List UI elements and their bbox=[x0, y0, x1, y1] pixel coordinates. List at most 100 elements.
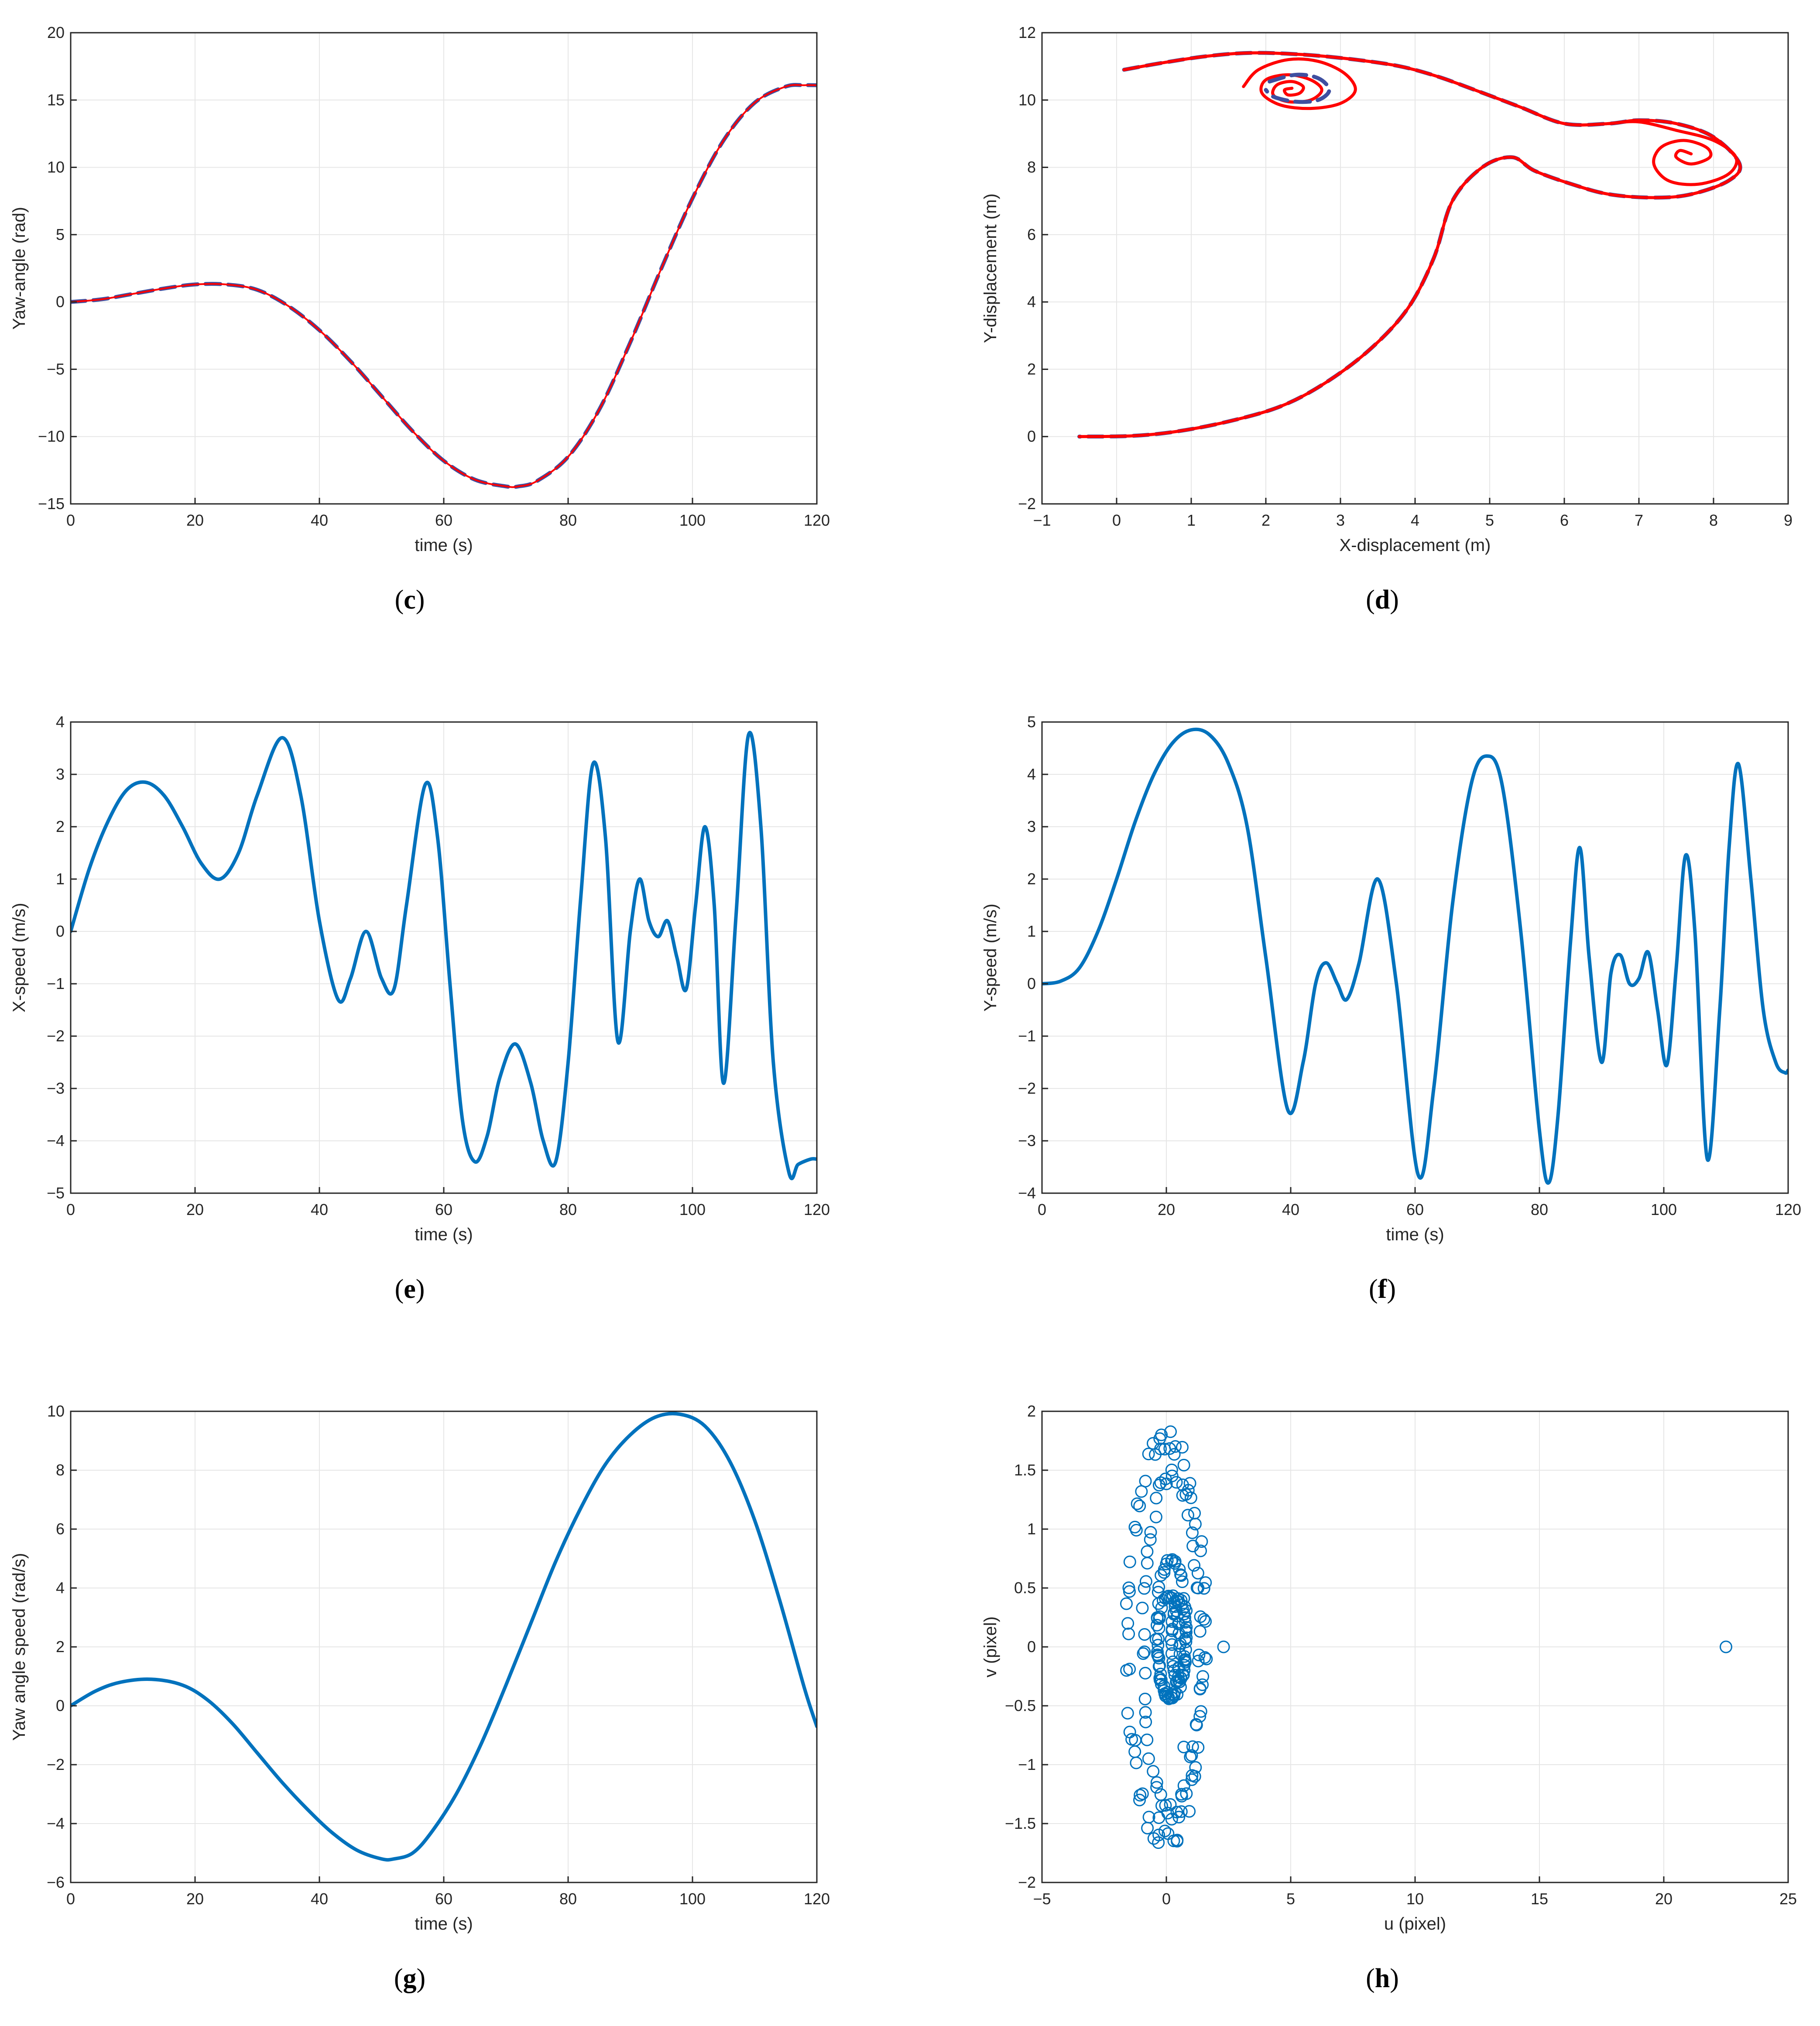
x-axis-label: u (pixel) bbox=[1384, 1914, 1446, 1934]
scatter-point bbox=[1176, 1478, 1189, 1492]
y-tick-label: 3 bbox=[1027, 818, 1036, 835]
x-tick-label: 60 bbox=[435, 511, 452, 529]
scatter-point bbox=[1165, 1463, 1178, 1476]
y-tick-label: −0.5 bbox=[1005, 1697, 1036, 1715]
scatter-point bbox=[1154, 1476, 1167, 1489]
scatter-point bbox=[1155, 1569, 1168, 1582]
scatter-point bbox=[1175, 1805, 1188, 1818]
scatter-point bbox=[1133, 1793, 1146, 1807]
caption-e-letter: e bbox=[404, 1274, 416, 1304]
panel-h: −5 0 5 10 15 20 25 −2 −1.5 −1 −0.5 0 0.5 1 1.5 2 u (pixe… bbox=[981, 1402, 1797, 1934]
x-tick-label: 20 bbox=[1655, 1890, 1673, 1908]
y-tick-label: −1 bbox=[1018, 1027, 1036, 1045]
scatter-point bbox=[1192, 1741, 1205, 1754]
y-tick-label: 2 bbox=[56, 818, 65, 835]
x-tick-label: 100 bbox=[679, 511, 706, 529]
x-tick-label: 5 bbox=[1485, 511, 1494, 529]
y-tick-label: −2 bbox=[47, 1027, 65, 1045]
y-tick-label: 10 bbox=[47, 1402, 65, 1420]
y-tick-label: 4 bbox=[56, 713, 65, 731]
x-tick-label: 20 bbox=[186, 511, 204, 529]
caption-g-letter: g bbox=[403, 1964, 417, 1993]
y-tick-label: 0 bbox=[56, 1697, 65, 1715]
x-tick-label: 0 bbox=[66, 511, 75, 529]
scatter-point bbox=[1121, 1707, 1134, 1720]
scatter-point bbox=[1158, 1566, 1171, 1579]
y-tick-label: −4 bbox=[1018, 1184, 1036, 1202]
x-axis-label: time (s) bbox=[415, 1914, 473, 1934]
y-tick-label: −10 bbox=[38, 428, 65, 445]
scatter-point bbox=[1193, 1682, 1206, 1695]
scatter-point bbox=[1144, 1533, 1157, 1546]
x-tick-label: 40 bbox=[311, 1890, 328, 1908]
scatter-point bbox=[1168, 1557, 1181, 1570]
scatter-point bbox=[1159, 1799, 1172, 1812]
panel-e: 0 20 40 60 80 100 120 −5 −4 −3 −2 −1 0 1 2 3 4 time (s) X-… bbox=[10, 713, 830, 1244]
y-axis-label: v (pixel) bbox=[981, 1616, 1000, 1677]
scatter-point bbox=[1135, 1485, 1148, 1498]
y-tick-label: 0 bbox=[1027, 975, 1036, 992]
scatter-point bbox=[1177, 1779, 1190, 1792]
x-axis-label: time (s) bbox=[415, 536, 473, 555]
scatter-point bbox=[1164, 1425, 1177, 1438]
scatter-point bbox=[1189, 1761, 1202, 1774]
x-tick-label: 100 bbox=[1651, 1201, 1677, 1218]
scatter-point bbox=[1186, 1740, 1199, 1753]
scatter-point bbox=[1186, 1540, 1200, 1553]
x-tick-label: 0 bbox=[1162, 1890, 1171, 1908]
scatter-point bbox=[1134, 1789, 1147, 1802]
x-tick-label: 0 bbox=[66, 1890, 75, 1908]
x-tick-label: 0 bbox=[66, 1201, 75, 1218]
scatter-point bbox=[1122, 1627, 1135, 1640]
y-tick-label: 4 bbox=[56, 1579, 65, 1597]
scatter-point bbox=[1198, 1651, 1211, 1664]
x-tick-label: 20 bbox=[186, 1890, 204, 1908]
x-tick-label: 15 bbox=[1531, 1890, 1548, 1908]
scatter-point bbox=[1141, 1821, 1154, 1834]
scatter-point bbox=[1123, 1555, 1136, 1568]
x-tick-label: 10 bbox=[1406, 1890, 1424, 1908]
series-line-4 bbox=[1607, 120, 1738, 186]
scatter-point bbox=[1172, 1627, 1186, 1640]
y-tick-label: −3 bbox=[1018, 1132, 1036, 1150]
x-tick-label: 120 bbox=[804, 1890, 830, 1908]
scatter-point bbox=[1196, 1670, 1210, 1683]
x-tick-label: 60 bbox=[435, 1890, 452, 1908]
scatter-point bbox=[1190, 1581, 1203, 1594]
scatter-point bbox=[1133, 1499, 1146, 1513]
scatter-point bbox=[1180, 1787, 1193, 1800]
x-tick-label: 80 bbox=[559, 511, 577, 529]
scatter-point bbox=[1193, 1649, 1206, 1662]
series-line-1 bbox=[1078, 51, 1742, 438]
series-line-3 bbox=[1264, 72, 1331, 104]
scatter-point bbox=[1194, 1705, 1207, 1718]
y-tick-label: −2 bbox=[1018, 495, 1036, 513]
data-layer bbox=[1042, 727, 1788, 1185]
x-tick-label: −5 bbox=[1033, 1890, 1051, 1908]
scatter-point bbox=[1152, 1811, 1165, 1824]
scatter-point bbox=[1151, 1619, 1164, 1632]
x-tick-label: 1 bbox=[1187, 511, 1196, 529]
scatter-point bbox=[1121, 1617, 1135, 1630]
scatter-point bbox=[1139, 1575, 1152, 1588]
caption-d: (d) bbox=[1366, 585, 1399, 615]
y-tick-label: 8 bbox=[1027, 158, 1036, 176]
x-tick-label: 6 bbox=[1560, 511, 1569, 529]
y-tick-label: 0 bbox=[1027, 428, 1036, 445]
x-tick-label: 120 bbox=[804, 511, 830, 529]
scatter-point bbox=[1165, 1638, 1179, 1651]
x-tick-label: 4 bbox=[1411, 511, 1419, 529]
scatter-point bbox=[1193, 1710, 1206, 1723]
y-tick-label: 10 bbox=[1018, 91, 1036, 109]
scatter-point bbox=[1165, 1647, 1178, 1660]
x-tick-label: 120 bbox=[804, 1201, 830, 1218]
scatter-point bbox=[1193, 1625, 1206, 1638]
scatter-point bbox=[1138, 1628, 1151, 1641]
scatter-point bbox=[1217, 1640, 1230, 1653]
scatter-point bbox=[1139, 1667, 1152, 1680]
y-tick-label: −6 bbox=[47, 1873, 65, 1891]
scatter-point bbox=[1167, 1660, 1180, 1673]
y-tick-label: 1.5 bbox=[1014, 1461, 1036, 1479]
scatter-point bbox=[1170, 1595, 1183, 1608]
data-layer bbox=[71, 731, 817, 1181]
